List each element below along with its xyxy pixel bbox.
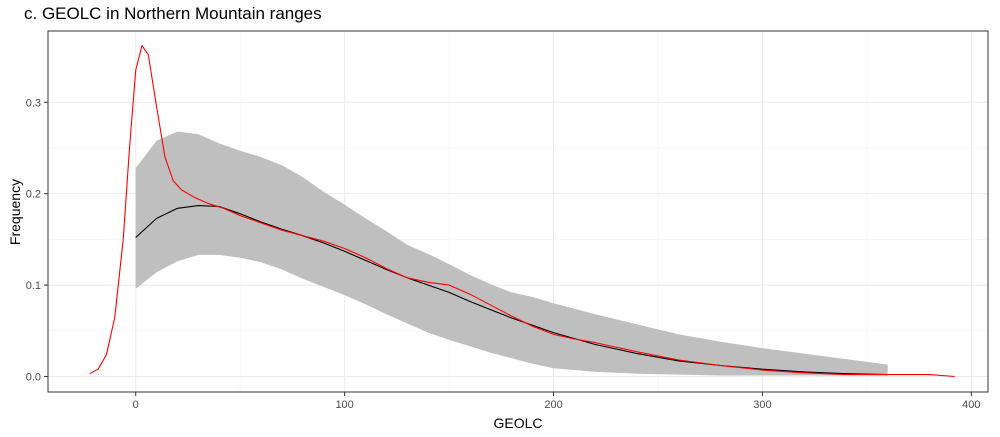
y-tick-label: 0.2 (26, 189, 41, 201)
x-tick-label: 0 (133, 399, 139, 411)
y-tick-label: 0.0 (26, 371, 41, 383)
line-layer (89, 45, 955, 378)
x-tick-label: 100 (335, 399, 353, 411)
y-tick-label: 0.3 (26, 97, 41, 109)
y-tick-label: 0.1 (26, 280, 41, 292)
confidence-band (135, 131, 888, 376)
x-axis-title: GEOLC (493, 415, 542, 431)
band-layer (135, 131, 888, 376)
panel-border (47, 30, 989, 393)
x-tick-label: 300 (753, 399, 771, 411)
observed-line (89, 45, 955, 378)
x-tick-label: 200 (544, 399, 562, 411)
tick-layer: 0 100 200 300 400 0.0 0.1 0.2 0.3 (26, 97, 981, 411)
x-tick-label: 400 (962, 399, 980, 411)
mean-line (135, 205, 888, 376)
chart-title: c. GEOLC in Northern Mountain ranges (24, 4, 322, 23)
y-axis-title: Frequency (7, 179, 23, 245)
